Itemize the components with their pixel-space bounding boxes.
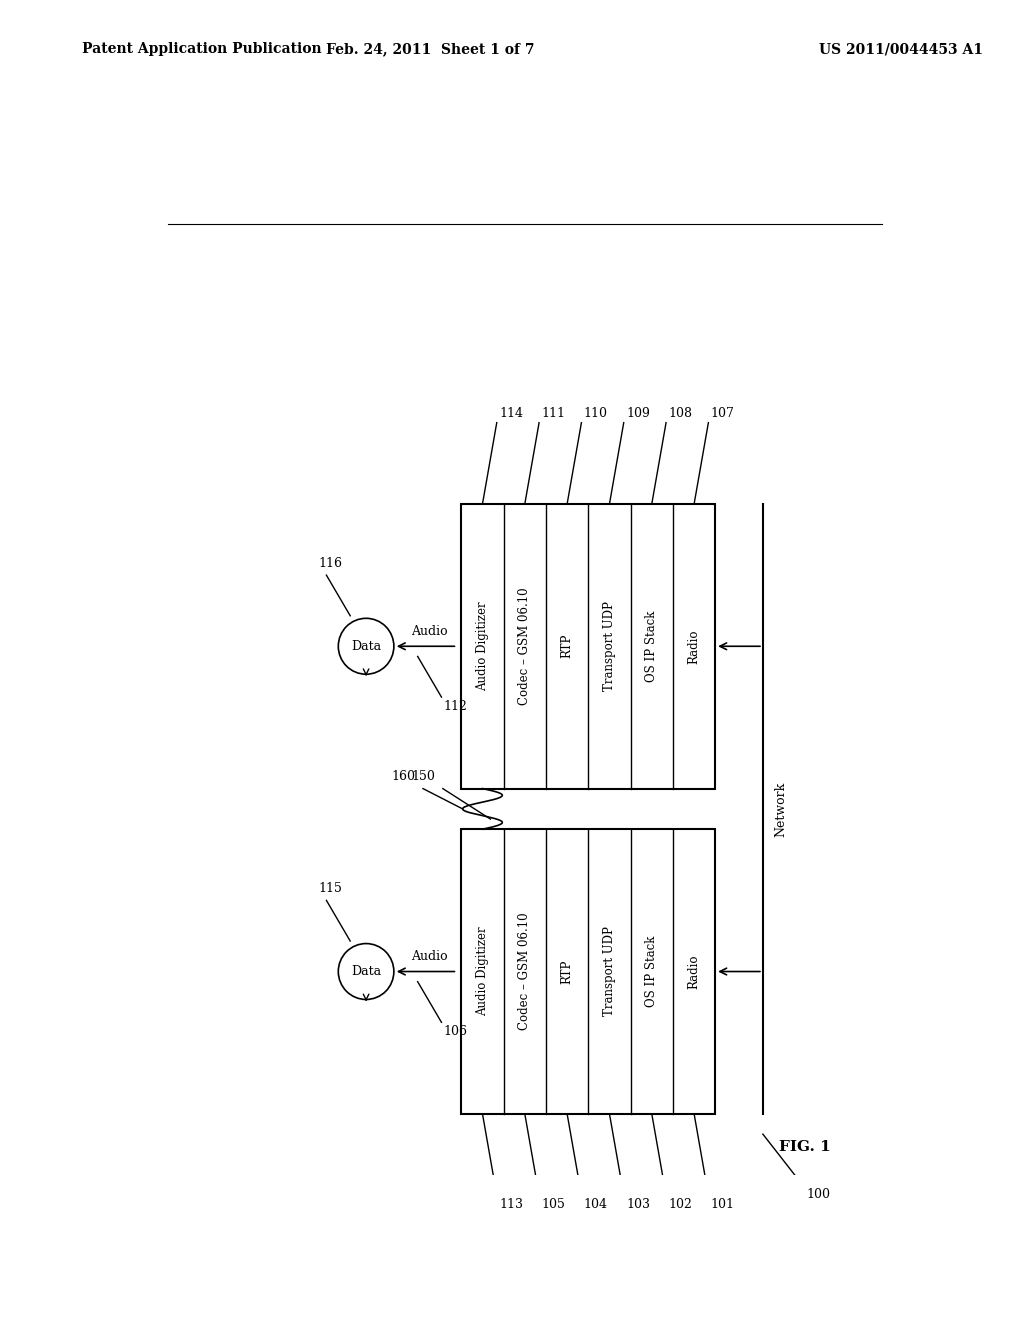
Text: Data: Data [351,965,381,978]
Text: 102: 102 [669,1199,692,1212]
Text: Codec – GSM 06.10: Codec – GSM 06.10 [518,587,531,705]
Text: 108: 108 [669,407,692,420]
Text: Transport UDP: Transport UDP [603,927,616,1016]
Text: Audio: Audio [412,950,447,964]
Ellipse shape [338,618,394,675]
Text: 104: 104 [584,1199,608,1212]
Text: Audio Digitizer: Audio Digitizer [476,927,489,1016]
Text: 107: 107 [711,407,734,420]
Text: 150: 150 [411,771,435,784]
Text: FIG. 1: FIG. 1 [779,1140,830,1155]
Text: 114: 114 [499,407,523,420]
Text: 112: 112 [443,700,468,713]
Text: OS IP Stack: OS IP Stack [645,611,658,682]
Text: Network: Network [775,781,787,837]
Text: 100: 100 [807,1188,830,1201]
Text: 116: 116 [318,557,342,570]
Text: 106: 106 [443,1026,468,1039]
Text: 105: 105 [542,1199,565,1212]
Text: Radio: Radio [687,630,700,664]
Ellipse shape [338,944,394,999]
Bar [461,829,715,1114]
Text: Audio Digitizer: Audio Digitizer [476,602,489,692]
Text: 115: 115 [318,882,342,895]
Text: OS IP Stack: OS IP Stack [645,936,658,1007]
Bar [461,504,715,788]
Text: 113: 113 [499,1199,523,1212]
Text: 110: 110 [584,407,608,420]
Text: Patent Application Publication: Patent Application Publication [82,42,322,57]
Text: Audio: Audio [412,626,447,638]
Text: 101: 101 [711,1199,735,1212]
Text: 109: 109 [626,407,650,420]
Text: 160: 160 [391,771,415,784]
Text: RTP: RTP [560,960,573,983]
Text: RTP: RTP [560,634,573,659]
Text: US 2011/0044453 A1: US 2011/0044453 A1 [819,42,983,57]
Text: Radio: Radio [687,954,700,989]
Text: Feb. 24, 2011  Sheet 1 of 7: Feb. 24, 2011 Sheet 1 of 7 [326,42,535,57]
Text: Transport UDP: Transport UDP [603,602,616,692]
Text: 103: 103 [626,1199,650,1212]
Text: 111: 111 [542,407,565,420]
Text: Codec – GSM 06.10: Codec – GSM 06.10 [518,912,531,1031]
Text: Data: Data [351,640,381,653]
